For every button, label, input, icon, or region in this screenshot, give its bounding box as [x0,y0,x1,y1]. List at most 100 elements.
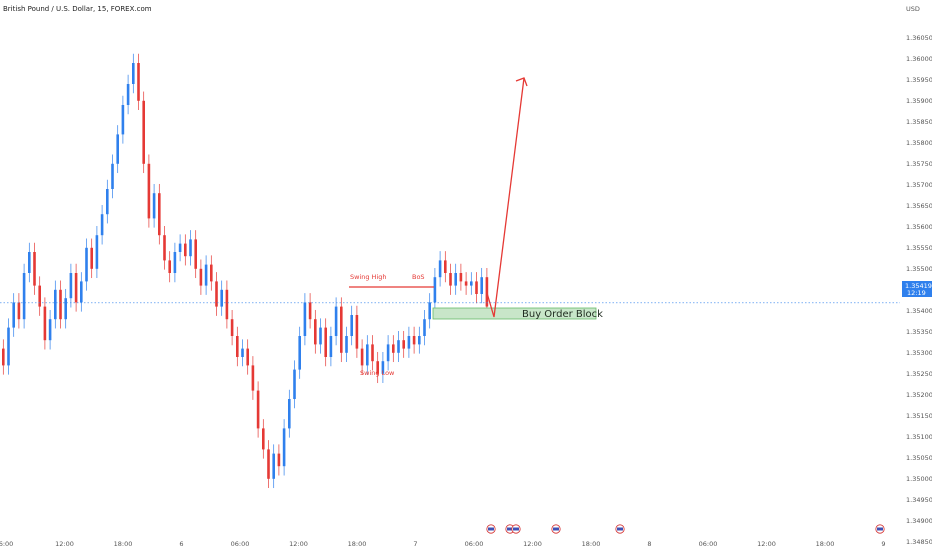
projection-arrow [486,77,525,318]
time-axis: 6:00 12:00 18:00 6 06:00 12:00 18:00 7 06:00 12:0… [0,540,886,548]
bar-countdown: 12:19 [907,289,926,297]
candle-body [95,235,99,269]
economic-events[interactable] [486,524,885,534]
swing-high-label: Swing High [350,273,387,281]
y-tick-label: 1.34900 [906,517,932,525]
candle-body [90,247,93,269]
x-tick-label: 12:00 [55,540,74,548]
candle-body [397,340,400,353]
candle-body [262,428,265,450]
y-tick-label: 1.35900 [906,97,932,105]
candle-body [33,252,36,286]
candle-body [59,289,62,320]
candle-body [210,264,213,282]
candle-body [334,306,338,336]
candle-body [74,273,78,303]
x-tick-label: 18:00 [114,540,133,548]
annotations-layer: Swing High BoS Swing Low Buy Order Block [349,77,603,377]
candle-body [277,453,281,467]
candle-body [350,315,353,336]
y-tick-label: 1.36050 [906,34,932,42]
price-axis: USD 1.36050 1.36000 1.35950 1.35900 1.35850 1… [902,5,932,546]
arrow-head [515,77,528,87]
candle-body [381,361,385,374]
candle-body [173,252,177,273]
candle-body [303,302,307,336]
current-price-tag [902,281,932,297]
candle-body [282,428,286,467]
y-tick-label: 1.36000 [906,55,932,63]
candle-body [111,163,114,189]
x-tick-label: 6 [179,540,183,548]
y-tick-label: 1.35750 [906,160,932,168]
candle-body [22,273,26,320]
candles-layer [2,53,489,489]
event-flag-icon [877,527,883,531]
candle-body [298,336,301,370]
y-tick-label: 1.35000 [906,475,932,483]
candle-body [236,336,239,357]
candle-body [194,239,197,269]
candle-body [204,264,208,286]
candle-body [392,344,395,353]
candle-body [412,336,416,345]
candle-body [293,369,296,399]
x-tick-label: 9 [881,540,885,548]
candle-body [423,319,426,336]
candle-body [132,63,135,84]
candle-body [189,239,192,257]
candle-body [38,285,41,307]
y-tick-label: 1.35600 [906,223,932,231]
candle-body [7,327,10,366]
x-tick-label: 12:00 [523,540,542,548]
event-flag-icon [617,527,623,531]
candle-body [137,63,140,101]
candle-body [449,273,452,286]
candle-body [142,100,145,164]
candle-body [288,399,291,429]
candle-body [319,327,322,345]
candle-body [272,453,275,479]
y-tick-label: 1.35950 [906,76,932,84]
candle-body [470,281,473,286]
candle-body [85,247,88,282]
bos-label: BoS [412,273,425,281]
candle-body [163,235,166,261]
x-tick-label: 18:00 [348,540,367,548]
x-tick-label: 12:00 [757,540,776,548]
candle-body [80,281,83,303]
candle-body [371,344,374,362]
candle-body [345,336,348,353]
candle-body [267,449,270,479]
candle-body [215,281,218,307]
y-tick-label: 1.35550 [906,244,932,252]
event-flag-icon [513,527,519,531]
candle-body [121,105,125,135]
candle-body [158,193,161,236]
candle-body [433,277,437,303]
candle-body [12,302,15,328]
candle-body [386,344,390,362]
y-tick-label: 1.35850 [906,118,932,126]
candle-body [246,348,249,366]
candle-body [168,260,171,273]
y-tick-label: 1.35650 [906,202,932,210]
candle-body [184,243,187,257]
candle-body [308,302,312,320]
x-tick-label: 12:00 [289,540,308,548]
buy-order-block-label: Buy Order Block [522,309,603,320]
candle-body [126,84,130,105]
candle-body [100,214,104,236]
candle-body [329,336,333,357]
candle-body [340,306,343,353]
candle-body [480,277,483,294]
x-tick-label: 18:00 [582,540,601,548]
candle-body [2,348,5,366]
x-tick-label: 06:00 [465,540,484,548]
x-tick-label: 6:00 [0,540,13,548]
candle-body [225,289,229,320]
candle-body [199,268,203,286]
candle-body [256,390,260,429]
candle-body [251,365,255,391]
